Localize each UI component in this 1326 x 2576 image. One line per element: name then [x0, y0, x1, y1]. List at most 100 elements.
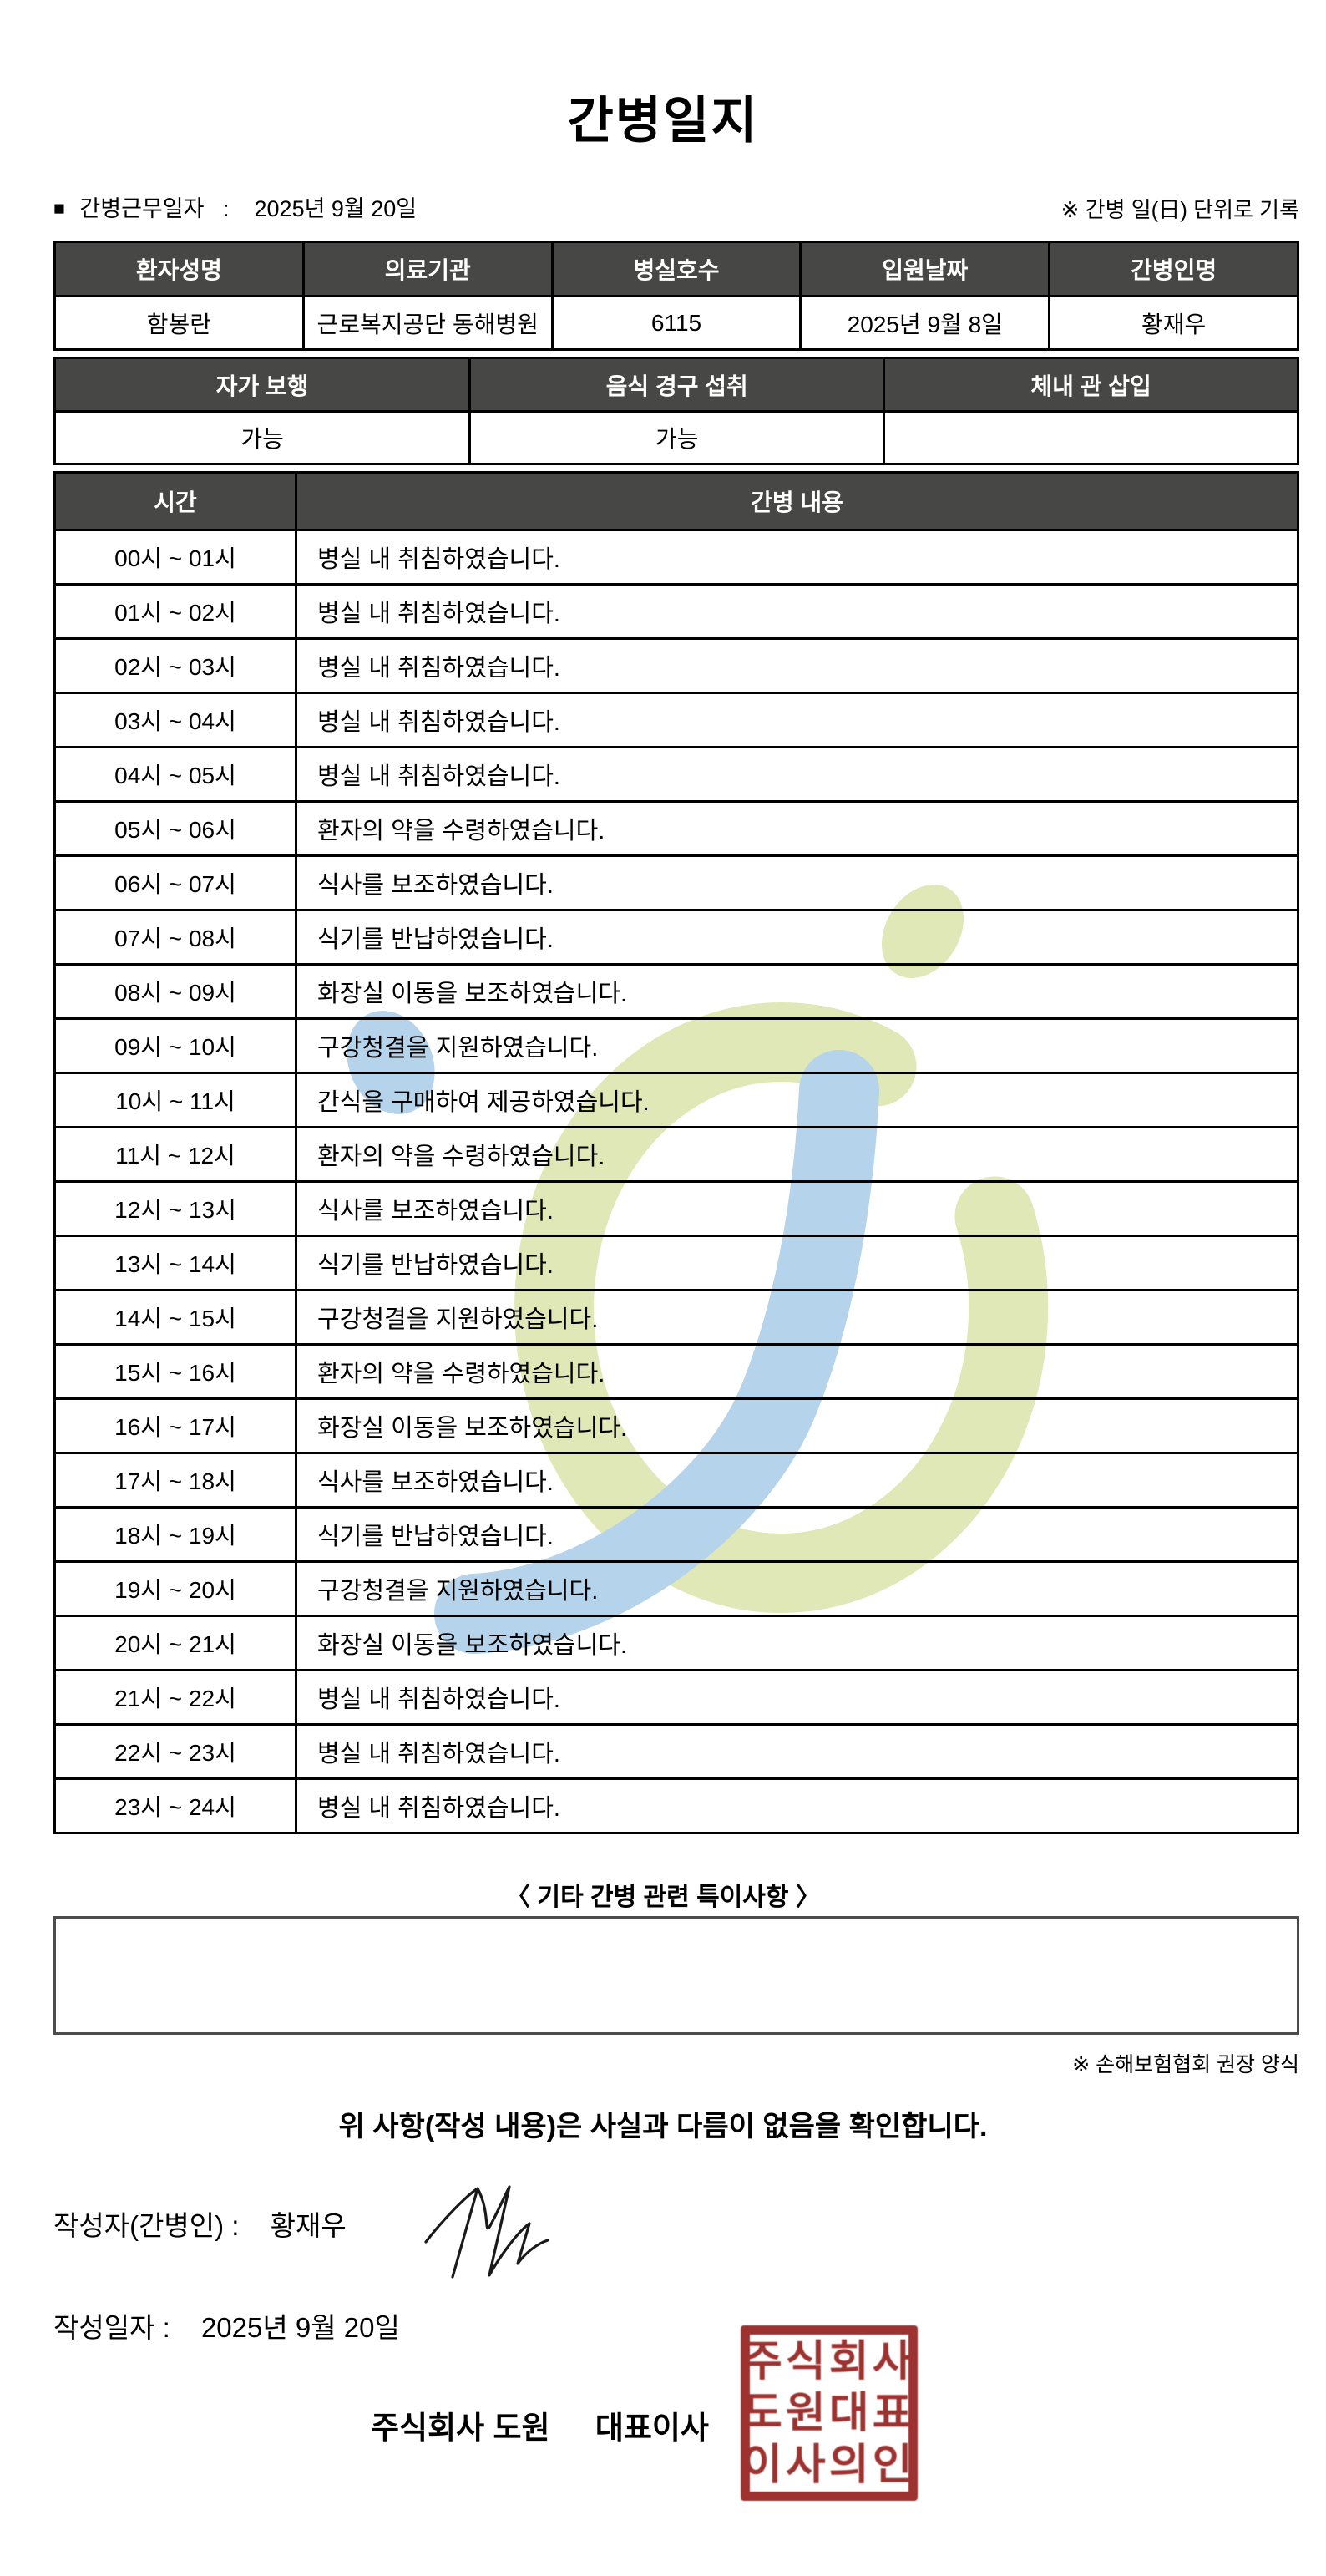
writer-label: 작성자(간병인) :: [53, 2210, 240, 2241]
care-content-cell: 구강청결을 지원하였습니다.: [295, 1289, 1299, 1346]
writer-line: 작성자(간병인) : 황재우: [53, 2203, 347, 2244]
care-log-row: 11시 ~ 12시 환자의 약을 수령하였습니다.: [53, 1126, 1299, 1183]
seal-line-2: 도원대표: [742, 2389, 916, 2437]
care-time-cell: 20시 ~ 21시: [53, 1615, 297, 1671]
care-time-cell: 19시 ~ 20시: [53, 1560, 297, 1617]
care-log-row: 02시 ~ 03시 병실 내 취침하였습니다.: [53, 637, 1299, 694]
care-log-row: 12시 ~ 13시 식사를 보조하였습니다.: [53, 1180, 1299, 1237]
patient-name-value: 함봉란: [53, 295, 305, 351]
internal-tube-value: [883, 410, 1299, 465]
written-date-label: 작성일자 :: [53, 2312, 170, 2343]
care-log-row: 09시 ~ 10시 구강청결을 지원하였습니다.: [53, 1017, 1299, 1074]
care-time-cell: 15시 ~ 16시: [53, 1343, 297, 1400]
care-log-row: 20시 ~ 21시 화장실 이동을 보조하였습니다.: [53, 1615, 1299, 1671]
care-log-row: 15시 ~ 16시 환자의 약을 수령하였습니다.: [53, 1343, 1299, 1400]
care-time-cell: 01시 ~ 02시: [53, 583, 297, 640]
care-log-row: 05시 ~ 06시 환자의 약을 수령하였습니다.: [53, 800, 1299, 857]
care-log-row: 08시 ~ 09시 화장실 이동을 보조하였습니다.: [53, 963, 1299, 1020]
room-number-value: 6115: [550, 295, 802, 351]
care-time-cell: 23시 ~ 24시: [53, 1777, 297, 1834]
care-log-row: 23시 ~ 24시 병실 내 취침하였습니다.: [53, 1777, 1299, 1834]
caregiver-signature: [424, 2185, 549, 2279]
care-content-column-header: 간병 내용: [295, 471, 1299, 531]
care-content-cell: 식사를 보조하였습니다.: [295, 1180, 1299, 1237]
care-content-cell: 병실 내 취침하였습니다.: [295, 1777, 1299, 1834]
care-log-row: 04시 ~ 05시 병실 내 취침하였습니다.: [53, 746, 1299, 803]
remarks-input-box[interactable]: [53, 1916, 1299, 2035]
care-time-cell: 00시 ~ 01시: [53, 529, 297, 586]
care-log-table: 시간 간병 내용 00시 ~ 01시 병실 내 취침하였습니다. 01시 ~ 0…: [53, 471, 1299, 1834]
caregiver-name-header: 간병인명: [1048, 241, 1299, 297]
care-content-cell: 병실 내 취침하였습니다.: [295, 637, 1299, 694]
unit-note: ※ 간병 일(日) 단위로 기록: [1060, 197, 1299, 222]
company-name: 주식회사 도원: [371, 2411, 550, 2445]
work-date-colon: :: [210, 196, 248, 221]
company-seal-stamp: 주식회사 도원대표 이사의인: [741, 2325, 918, 2501]
care-log-row: 00시 ~ 01시 병실 내 취침하였습니다.: [53, 529, 1299, 586]
internal-tube-header: 체내 관 삽입: [883, 357, 1299, 413]
care-time-cell: 14시 ~ 15시: [53, 1289, 297, 1346]
care-log-row: 19시 ~ 20시 구강청결을 지원하였습니다.: [53, 1560, 1299, 1617]
work-date-label: 간병근무일자: [79, 196, 205, 221]
care-time-cell: 07시 ~ 08시: [53, 909, 297, 966]
care-content-cell: 환자의 약을 수령하였습니다.: [295, 1126, 1299, 1183]
seal-line-3: 이사의인: [742, 2441, 916, 2488]
care-log-row: 03시 ~ 04시 병실 내 취침하였습니다.: [53, 692, 1299, 748]
care-time-cell: 17시 ~ 18시: [53, 1452, 297, 1509]
care-time-cell: 12시 ~ 13시: [53, 1180, 297, 1237]
care-time-cell: 21시 ~ 22시: [53, 1669, 297, 1726]
care-time-cell: 11시 ~ 12시: [53, 1126, 297, 1183]
care-content-cell: 병실 내 취침하였습니다.: [295, 583, 1299, 640]
care-log-row: 10시 ~ 11시 간식을 구매하여 제공하였습니다.: [53, 1072, 1299, 1128]
caregiver-name-value: 황재우: [1048, 295, 1299, 351]
admission-date-value: 2025년 9월 8일: [799, 295, 1051, 351]
medical-institution-value: 근로복지공단 동해병원: [301, 295, 554, 351]
care-content-cell: 구강청결을 지원하였습니다.: [295, 1560, 1299, 1617]
care-time-cell: 02시 ~ 03시: [53, 637, 297, 694]
care-content-cell: 식사를 보조하였습니다.: [295, 854, 1299, 911]
company-line: 주식회사 도원 대표이사: [371, 2402, 709, 2447]
care-content-cell: 병실 내 취침하였습니다.: [295, 1669, 1299, 1726]
oral-intake-header: 음식 경구 섭취: [468, 357, 886, 413]
care-time-cell: 18시 ~ 19시: [53, 1506, 297, 1563]
writer-name: 황재우: [270, 2210, 347, 2241]
care-log-row: 07시 ~ 08시 식기를 반납하였습니다.: [53, 909, 1299, 966]
patient-name-header: 환자성명: [53, 241, 305, 297]
care-time-cell: 16시 ~ 17시: [53, 1397, 297, 1454]
care-log-row: 22시 ~ 23시 병실 내 취침하였습니다.: [53, 1723, 1299, 1780]
time-column-header: 시간: [53, 471, 297, 531]
care-content-cell: 병실 내 취침하였습니다.: [295, 746, 1299, 803]
care-time-cell: 08시 ~ 09시: [53, 963, 297, 1020]
care-content-cell: 간식을 구매하여 제공하였습니다.: [295, 1072, 1299, 1128]
care-content-cell: 구강청결을 지원하였습니다.: [295, 1017, 1299, 1074]
care-content-cell: 환자의 약을 수령하였습니다.: [295, 800, 1299, 857]
meta-row: ■ 간병근무일자 : 2025년 9월 20일 ※ 간병 일(日) 단위로 기록: [53, 190, 1299, 224]
company-role: 대표이사: [595, 2411, 709, 2445]
care-work-date-line: ■ 간병근무일자 : 2025년 9월 20일: [53, 190, 417, 223]
care-log-row: 16시 ~ 17시 화장실 이동을 보조하였습니다.: [53, 1397, 1299, 1454]
room-number-header: 병실호수: [550, 241, 802, 297]
oral-intake-value: 가능: [468, 410, 886, 465]
care-content-cell: 식기를 반납하였습니다.: [295, 909, 1299, 966]
care-content-cell: 화장실 이동을 보조하였습니다.: [295, 963, 1299, 1020]
remarks-section-title: 〈 기타 간병 관련 특이사항 〉: [505, 1884, 821, 1911]
care-time-cell: 06시 ~ 07시: [53, 854, 297, 911]
seal-line-1: 주식회사: [742, 2337, 916, 2385]
written-date-line: 작성일자 : 2025년 9월 20일: [53, 2305, 400, 2345]
care-content-cell: 화장실 이동을 보조하였습니다.: [295, 1615, 1299, 1671]
care-time-cell: 10시 ~ 11시: [53, 1072, 297, 1128]
care-log-row: 13시 ~ 14시 식기를 반납하였습니다.: [53, 1235, 1299, 1291]
care-time-cell: 09시 ~ 10시: [53, 1017, 297, 1074]
care-content-cell: 환자의 약을 수령하였습니다.: [295, 1343, 1299, 1400]
care-content-cell: 식사를 보조하였습니다.: [295, 1452, 1299, 1509]
care-log-row: 06시 ~ 07시 식사를 보조하였습니다.: [53, 854, 1299, 911]
care-time-cell: 05시 ~ 06시: [53, 800, 297, 857]
admission-date-header: 입원날짜: [799, 241, 1051, 297]
care-log-row: 17시 ~ 18시 식사를 보조하였습니다.: [53, 1452, 1299, 1509]
care-content-cell: 식기를 반납하였습니다.: [295, 1235, 1299, 1291]
square-bullet-icon: ■: [53, 197, 65, 219]
care-log-row: 14시 ~ 15시 구강청결을 지원하였습니다.: [53, 1289, 1299, 1346]
care-content-cell: 병실 내 취침하였습니다.: [295, 1723, 1299, 1780]
form-standard-note: ※ 손해보험협회 권장 양식: [1072, 2053, 1299, 2077]
